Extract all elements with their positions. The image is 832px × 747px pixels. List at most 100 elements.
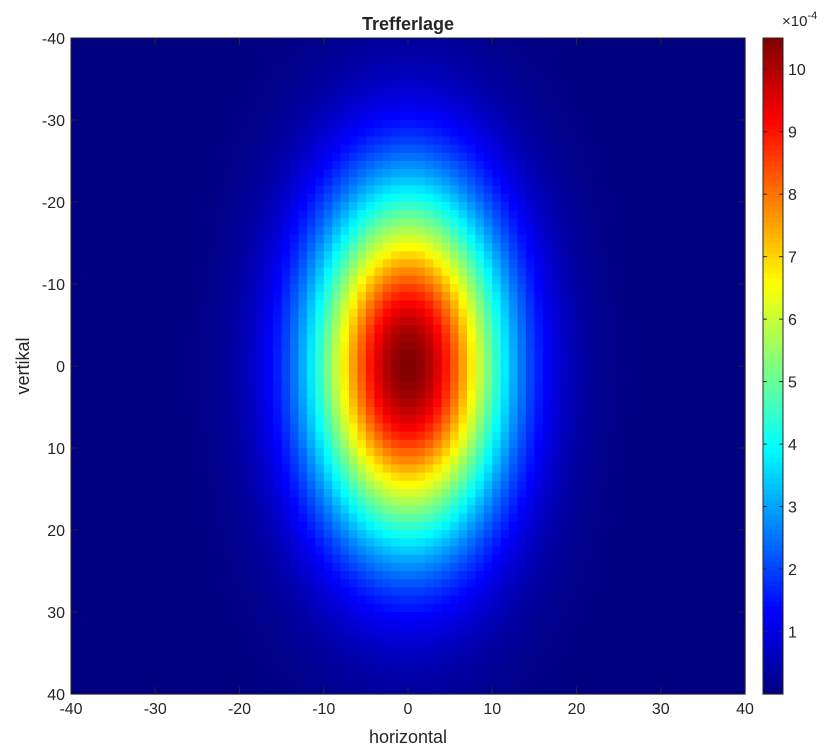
- heatmap-cell: [601, 489, 611, 498]
- heatmap-cell: [534, 95, 544, 105]
- heatmap-cell: [441, 267, 451, 277]
- heatmap-cell: [357, 38, 367, 47]
- heatmap-cell: [365, 431, 375, 441]
- heatmap-cell: [180, 349, 190, 359]
- heatmap-cell: [391, 103, 401, 113]
- heatmap-cell: [719, 349, 729, 359]
- heatmap-cell: [357, 398, 367, 408]
- heatmap-cell: [374, 103, 384, 113]
- heatmap-cell: [256, 415, 266, 424]
- heatmap-cell: [509, 70, 519, 80]
- heatmap-cell: [222, 136, 232, 146]
- heatmap-cell: [298, 120, 308, 129]
- heatmap-cell: [492, 62, 502, 72]
- heatmap-cell: [627, 398, 637, 408]
- heatmap-cell: [146, 538, 156, 547]
- heatmap-cell: [87, 439, 97, 449]
- heatmap-cell: [349, 431, 359, 441]
- heatmap-cell: [298, 390, 308, 400]
- heatmap-cell: [702, 185, 712, 195]
- heatmap-cell: [96, 538, 106, 547]
- heatmap-cell: [694, 456, 704, 465]
- heatmap-cell: [332, 79, 342, 88]
- heatmap-cell: [264, 366, 274, 375]
- heatmap-cell: [374, 177, 384, 187]
- heatmap-cell: [264, 120, 274, 129]
- heatmap-cell: [332, 103, 342, 113]
- heatmap-cell: [551, 398, 561, 408]
- heatmap-cell: [340, 259, 350, 269]
- heatmap-cell: [576, 333, 586, 342]
- heatmap-cell: [728, 152, 738, 162]
- heatmap-cell: [365, 480, 375, 490]
- heatmap-cell: [584, 480, 594, 490]
- heatmap-cell: [450, 316, 460, 326]
- heatmap-cell: [365, 497, 375, 506]
- heatmap-cell: [492, 407, 502, 416]
- heatmap-cell: [349, 79, 359, 88]
- heatmap-cell: [155, 54, 165, 64]
- heatmap-cell: [121, 161, 131, 170]
- heatmap-cell: [618, 423, 628, 433]
- heatmap-cell: [96, 193, 106, 203]
- heatmap-cell: [104, 284, 114, 293]
- heatmap-cell: [433, 284, 443, 293]
- heatmap-cell: [399, 177, 409, 187]
- heatmap-cell: [593, 390, 603, 400]
- heatmap-cell: [96, 398, 106, 408]
- heatmap-cell: [416, 521, 426, 531]
- heatmap-cell: [155, 87, 165, 96]
- heatmap-cell: [155, 480, 165, 490]
- heatmap-cell: [155, 210, 165, 219]
- heatmap-cell: [559, 128, 569, 137]
- heatmap-cell: [416, 234, 426, 244]
- heatmap-cell: [475, 431, 485, 441]
- heatmap-cell: [542, 300, 552, 310]
- heatmap-cell: [188, 357, 198, 367]
- heatmap-cell: [129, 292, 140, 301]
- heatmap-cell: [492, 382, 502, 392]
- heatmap-cell: [694, 177, 704, 187]
- heatmap-cell: [652, 226, 662, 236]
- heatmap-cell: [323, 521, 333, 531]
- heatmap-cell: [694, 505, 704, 515]
- heatmap-cell: [247, 374, 257, 383]
- heatmap-cell: [551, 87, 561, 96]
- heatmap-cell: [197, 341, 207, 351]
- heatmap-cell: [509, 267, 519, 277]
- heatmap-cell: [79, 497, 89, 506]
- heatmap-cell: [433, 439, 443, 449]
- heatmap-cell: [525, 202, 535, 211]
- heatmap-cell: [197, 497, 207, 506]
- heatmap-cell: [517, 439, 527, 449]
- heatmap-cell: [382, 341, 392, 351]
- heatmap-cell: [500, 95, 510, 105]
- heatmap-cell: [475, 316, 485, 326]
- heatmap-cell: [525, 300, 535, 310]
- heatmap-cell: [551, 538, 561, 547]
- heatmap-cell: [247, 202, 257, 211]
- heatmap-cell: [391, 136, 401, 146]
- heatmap-cell: [525, 308, 535, 318]
- heatmap-cell: [534, 70, 544, 80]
- heatmap-cell: [357, 505, 367, 515]
- heatmap-cell: [627, 111, 637, 121]
- heatmap-cell: [104, 398, 114, 408]
- heatmap-cell: [129, 161, 140, 170]
- heatmap-cell: [660, 275, 670, 285]
- heatmap-cell: [113, 259, 123, 269]
- heatmap-cell: [424, 472, 434, 482]
- heatmap-cell: [551, 464, 561, 474]
- heatmap-cell: [247, 382, 257, 392]
- heatmap-cell: [593, 144, 603, 154]
- heatmap-cell: [702, 210, 712, 219]
- heatmap-cell: [542, 234, 552, 244]
- heatmap-cell: [584, 357, 594, 367]
- heatmap-cell: [239, 382, 249, 392]
- heatmap-cell: [298, 95, 308, 105]
- heatmap-cell: [382, 456, 392, 465]
- heatmap-cell: [593, 521, 603, 531]
- heatmap-cell: [138, 480, 148, 490]
- heatmap-cell: [323, 489, 333, 498]
- heatmap-cell: [256, 472, 266, 482]
